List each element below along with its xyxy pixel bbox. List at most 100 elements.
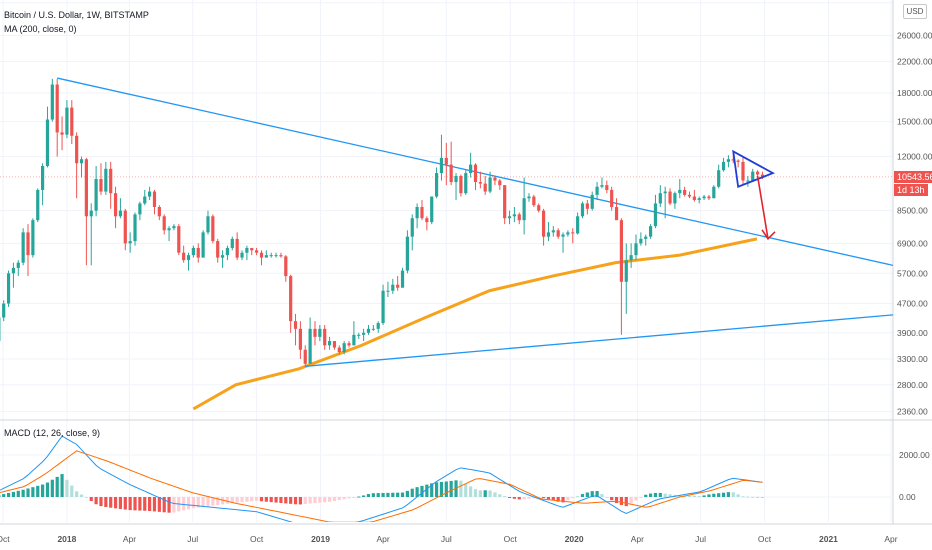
candle-body (629, 255, 633, 261)
macd-histogram-bar (551, 497, 555, 501)
macd-histogram-bar (123, 497, 127, 510)
candle-body (182, 252, 186, 261)
macd-histogram-bar (653, 492, 658, 497)
candle-body (751, 171, 755, 181)
macd-histogram-bar (347, 497, 351, 499)
candle-body (186, 255, 191, 261)
candle-body (332, 341, 337, 348)
candle-body (191, 247, 195, 256)
macd-histogram-bar (517, 497, 521, 500)
macd-histogram-bar (527, 497, 531, 499)
macd-histogram-bar (425, 484, 429, 497)
macd-histogram-bar (760, 497, 765, 498)
candle-body (289, 276, 293, 322)
candle-body (537, 205, 541, 211)
macd-histogram-bar (522, 497, 526, 500)
candle-body (230, 238, 234, 248)
candle-body (541, 210, 546, 237)
macd-histogram-bar (84, 497, 88, 498)
candle-body (600, 185, 604, 187)
candle-body (99, 179, 103, 192)
macd-histogram-bar (503, 496, 507, 498)
macd-histogram-bar (16, 490, 20, 497)
currency-unit-button[interactable]: USD (903, 4, 927, 19)
candle-body (45, 119, 50, 167)
candle-body (507, 216, 512, 219)
candle-body (11, 267, 16, 274)
price-tick-label: 4700.00 (897, 299, 928, 309)
candle-body (31, 220, 35, 256)
macd-histogram-bar (483, 490, 487, 497)
macd-histogram-bar (148, 497, 152, 512)
time-tick-label: Jul (695, 534, 706, 544)
macd-histogram-bar (332, 497, 337, 501)
candle-body (225, 247, 230, 256)
candle-body (736, 160, 740, 162)
candle-body (454, 176, 458, 183)
time-tick-label: 2021 (819, 534, 838, 544)
time-tick-label: 2019 (311, 534, 330, 544)
candle-body (405, 236, 409, 271)
candle-body (415, 206, 419, 219)
candle-body (658, 193, 662, 204)
macd-histogram-bar (313, 497, 317, 504)
time-tick-label: Oct (0, 534, 10, 544)
macd-histogram-bar (410, 488, 414, 497)
macd-histogram-bar (337, 497, 341, 501)
macd-histogram-bar (532, 497, 536, 499)
candle-body (741, 161, 745, 181)
macd-histogram-bar (26, 488, 30, 497)
candle-body (522, 198, 526, 221)
candle-body (220, 255, 225, 258)
candle-body (483, 183, 487, 192)
macd-histogram-bar (697, 496, 701, 498)
candle-body (123, 210, 127, 244)
candle-body (148, 191, 152, 197)
macd-histogram-bar (644, 494, 648, 497)
macd-histogram-bar (245, 497, 249, 502)
macd-histogram-bar (216, 497, 220, 506)
candle-body (488, 177, 492, 192)
candle-body (566, 232, 570, 235)
macd-histogram-bar (712, 493, 716, 497)
time-tick-label: 2020 (565, 534, 584, 544)
candle-body (561, 234, 565, 237)
candle-body (216, 241, 220, 258)
macd-histogram-bar (264, 497, 268, 502)
macd-histogram-bar (386, 492, 390, 497)
macd-histogram-bar (726, 492, 731, 497)
macd-histogram-bar (541, 497, 546, 499)
candle-body (240, 252, 244, 258)
breakdown-arrow-shaft (756, 175, 769, 239)
candle-body (619, 220, 624, 282)
candle-body (517, 214, 521, 221)
candle-body (36, 189, 40, 221)
candle-body (430, 196, 434, 223)
macd-histogram-bar (323, 497, 327, 503)
candle-body (721, 161, 726, 171)
candle-body (532, 196, 536, 206)
candle-body (605, 185, 609, 190)
macd-histogram-bar (274, 497, 278, 503)
macd-histogram-bar (731, 492, 735, 497)
candle-body (357, 334, 361, 336)
macd-histogram-bar (610, 497, 614, 501)
macd-histogram-bar (279, 497, 283, 504)
pennant-triangle (732, 149, 775, 188)
macd-histogram-bar (469, 486, 473, 497)
macd-histogram-bar (721, 492, 726, 497)
candle-body (162, 216, 166, 231)
candle-body (177, 226, 181, 253)
candle-body (425, 218, 429, 223)
macd-histogram-bar (605, 497, 609, 498)
macd-histogram-bar (512, 497, 516, 499)
macd-histogram-bar (371, 493, 375, 497)
macd-histogram-bar (366, 494, 371, 497)
candle-body (692, 196, 696, 200)
macd-histogram-bar (55, 476, 59, 497)
macd-histogram-bar (498, 494, 502, 497)
macd-histogram-bar (220, 497, 225, 505)
ma-200-line (192, 237, 758, 411)
